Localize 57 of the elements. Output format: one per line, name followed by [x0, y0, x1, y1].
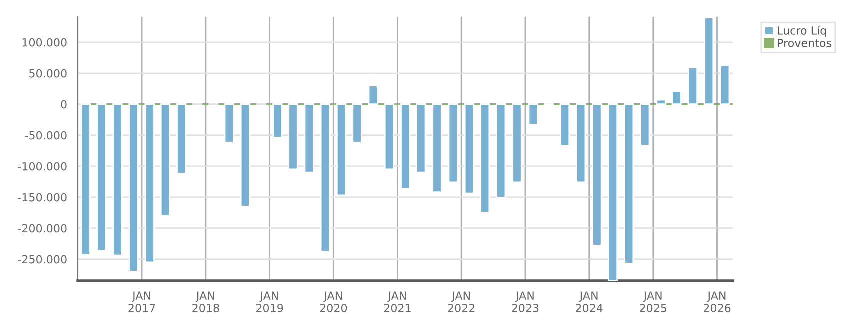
- bar: [416, 104, 426, 174]
- bar: [688, 67, 698, 106]
- x-tick-label: JAN 2019: [256, 292, 284, 312]
- bar: [224, 104, 234, 144]
- bar: [176, 104, 187, 174]
- bar: [304, 104, 314, 174]
- y-tick-label: 50.000: [30, 69, 67, 78]
- x-tick-label: JAN 2017: [128, 292, 156, 312]
- bar: [384, 104, 395, 170]
- bar: [160, 104, 171, 217]
- bar: [720, 64, 730, 106]
- bar: [368, 85, 378, 106]
- bar: [352, 104, 362, 144]
- bar: [432, 104, 442, 194]
- bar: [560, 104, 570, 147]
- y-tick-label: -200.000: [18, 224, 67, 233]
- bar: [336, 104, 347, 196]
- y-tick-label: -150.000: [18, 193, 67, 202]
- bar: [464, 104, 475, 194]
- bar: [480, 104, 490, 214]
- y-tick-label: 100.000: [22, 38, 67, 47]
- bar: [96, 104, 107, 252]
- bar: [400, 104, 411, 190]
- bar: [448, 104, 458, 184]
- bar: [320, 104, 331, 253]
- legend-label: Proventos: [778, 39, 832, 48]
- bar: [704, 17, 714, 106]
- bar: [112, 104, 123, 256]
- bar: [288, 104, 298, 170]
- x-tick-label: JAN 2021: [384, 292, 411, 312]
- bar: [272, 104, 283, 139]
- bar: [496, 104, 506, 199]
- x-tick-label: JAN 2024: [576, 292, 603, 312]
- x-tick-label: JAN 2018: [192, 292, 220, 312]
- bar: [640, 104, 650, 147]
- y-tick-label: -250.000: [18, 255, 67, 264]
- bar: [528, 104, 538, 126]
- bar: [576, 104, 586, 184]
- bar: [656, 99, 666, 106]
- bar: [592, 104, 602, 246]
- bar: [128, 104, 139, 272]
- bar: [608, 104, 618, 281]
- bar: [672, 90, 682, 106]
- y-tick-label: -50.000: [25, 131, 67, 140]
- x-tick-label: JAN 2023: [512, 292, 539, 312]
- x-tick-label: JAN 2025: [640, 292, 667, 312]
- x-tick-label: JAN 2026: [704, 292, 731, 312]
- bar: [80, 104, 91, 256]
- y-tick-label: -100.000: [18, 162, 67, 171]
- y-tick-label: 0: [61, 100, 67, 109]
- bar: [240, 104, 251, 208]
- bar: [624, 104, 634, 264]
- x-tick-label: JAN 2022: [448, 292, 475, 312]
- bar: [144, 104, 155, 264]
- x-tick-label: JAN 2020: [320, 292, 348, 312]
- legend-label: Lucro Líq: [778, 26, 826, 38]
- bar: [512, 104, 522, 184]
